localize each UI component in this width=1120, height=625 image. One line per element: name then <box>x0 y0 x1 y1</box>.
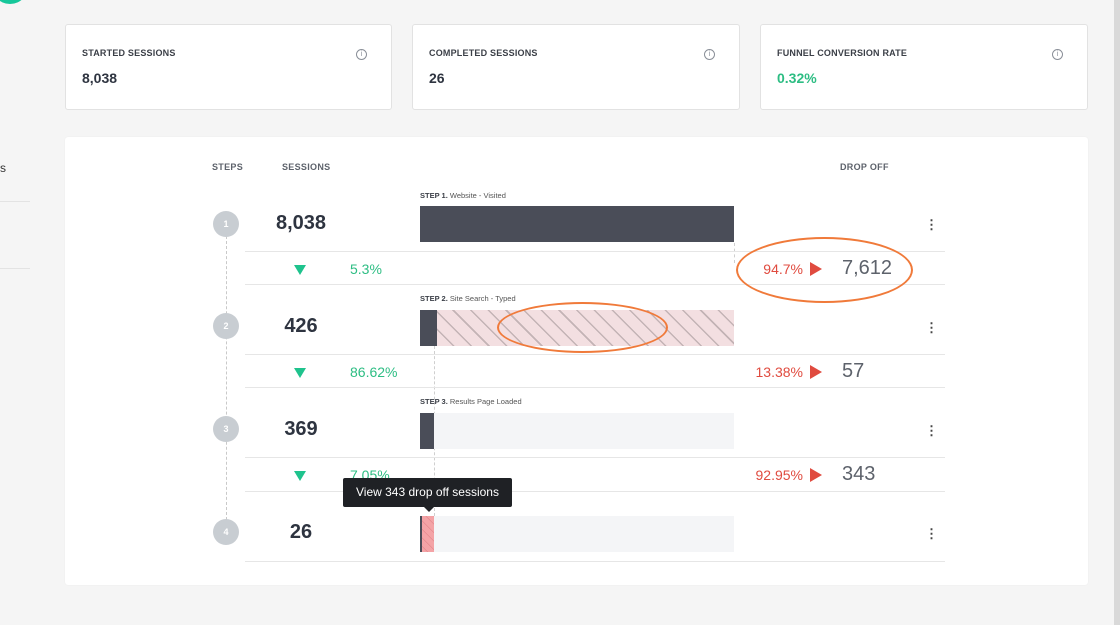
step-session-count: 26 <box>289 521 313 543</box>
drop-off-count[interactable]: 57 <box>842 360 865 382</box>
drop-off-arrow-icon[interactable] <box>810 365 822 379</box>
step-number-badge: 3 <box>213 416 239 442</box>
row-divider <box>245 561 945 562</box>
step-bar-fill <box>420 413 434 449</box>
scrollbar[interactable] <box>1114 0 1120 625</box>
sidebar-divider <box>0 201 30 202</box>
step-title-prefix: STEP 1. <box>420 191 448 200</box>
step-bar[interactable] <box>420 206 734 242</box>
stat-value: 8,038 <box>82 70 118 86</box>
more-vertical-icon[interactable]: ⋮ <box>925 526 938 541</box>
drop-off-percent[interactable]: 13.38% <box>755 364 803 380</box>
drop-off-tooltip: View 343 drop off sessions <box>343 478 512 507</box>
funnel-conversion-card: FUNNEL CONVERSION RATE 0.32% i <box>760 24 1088 110</box>
drop-off-percent[interactable]: 92.95% <box>755 467 803 483</box>
annotation-ellipse <box>497 302 668 353</box>
row-divider <box>245 457 945 458</box>
app-logo[interactable] <box>0 0 30 4</box>
step-title: STEP 2. Site Search - Typed <box>420 294 516 303</box>
conversion-percent: 86.62% <box>350 364 398 380</box>
step-bar-fill <box>420 310 437 346</box>
info-icon[interactable]: i <box>356 49 367 60</box>
more-vertical-icon[interactable]: ⋮ <box>925 423 938 438</box>
started-sessions-card: STARTED SESSIONS 8,038 i <box>65 24 392 110</box>
step-bar-fill <box>420 206 734 242</box>
step-title-text: Website - Visited <box>449 191 506 200</box>
row-divider <box>245 491 945 492</box>
step-title: STEP 1. Website - Visited <box>420 191 506 200</box>
sidebar-divider <box>0 268 30 269</box>
step-number-badge: 1 <box>213 211 239 237</box>
stat-value: 26 <box>429 70 445 86</box>
row-divider <box>245 251 945 252</box>
completed-sessions-card: COMPLETED SESSIONS 26 i <box>412 24 740 110</box>
row-divider <box>245 387 945 388</box>
step-bar[interactable] <box>420 413 734 449</box>
drop-off-count[interactable]: 343 <box>842 463 876 485</box>
annotation-ellipse <box>736 237 913 303</box>
drop-guide-line <box>734 243 735 263</box>
stat-label: FUNNEL CONVERSION RATE <box>777 48 908 58</box>
step-title-text: Site Search - Typed <box>449 294 516 303</box>
step-bar[interactable] <box>420 516 734 552</box>
step-session-count: 369 <box>284 418 318 440</box>
more-vertical-icon[interactable]: ⋮ <box>925 320 938 335</box>
step-session-count: 8,038 <box>275 212 327 234</box>
stat-label: COMPLETED SESSIONS <box>429 48 538 58</box>
steps-column-header: STEPS <box>212 162 244 172</box>
info-icon[interactable]: i <box>704 49 715 60</box>
drop-off-arrow-icon[interactable] <box>810 468 822 482</box>
info-icon[interactable]: i <box>1052 49 1063 60</box>
tooltip-arrow <box>424 507 434 512</box>
step-bar-hover-highlight[interactable] <box>420 516 434 552</box>
step-bar-fill <box>420 516 422 552</box>
step-title-prefix: STEP 3. <box>420 397 448 406</box>
stat-label: STARTED SESSIONS <box>82 48 176 58</box>
conversion-down-arrow-icon <box>294 368 306 378</box>
sessions-column-header: SESSIONS <box>282 162 331 172</box>
more-vertical-icon[interactable]: ⋮ <box>925 217 938 232</box>
conversion-percent: 5.3% <box>350 261 382 277</box>
conversion-down-arrow-icon <box>294 265 306 275</box>
row-divider <box>245 354 945 355</box>
step-number-badge: 2 <box>213 313 239 339</box>
stat-value: 0.32% <box>777 70 817 86</box>
step-title-text: Results Page Loaded <box>449 397 522 406</box>
sidebar-item-label[interactable]: s <box>0 161 6 175</box>
row-divider <box>245 284 945 285</box>
step-connector <box>226 236 227 520</box>
drop-off-column-header: DROP OFF <box>840 162 889 172</box>
conversion-down-arrow-icon <box>294 471 306 481</box>
step-title: STEP 3. Results Page Loaded <box>420 397 522 406</box>
step-number-badge: 4 <box>213 519 239 545</box>
step-session-count: 426 <box>284 315 318 337</box>
step-title-prefix: STEP 2. <box>420 294 448 303</box>
